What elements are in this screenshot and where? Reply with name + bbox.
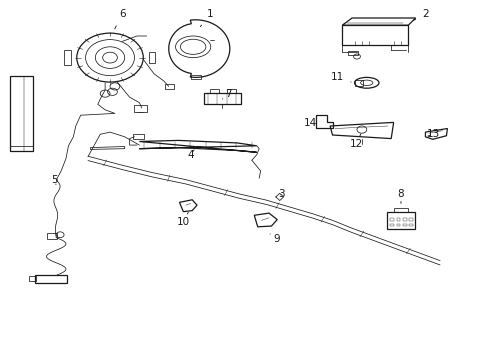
Text: 5: 5: [51, 175, 58, 185]
Bar: [396, 218, 400, 221]
Bar: [29, 276, 36, 281]
Text: 1: 1: [200, 9, 213, 27]
Text: 14: 14: [303, 118, 317, 128]
Bar: [35, 275, 67, 283]
Text: 6: 6: [115, 9, 125, 29]
Bar: [10, 146, 33, 151]
Text: 9: 9: [269, 234, 279, 244]
Text: 12: 12: [348, 134, 362, 149]
Text: 7: 7: [222, 89, 232, 99]
Text: 2: 2: [412, 9, 428, 21]
Bar: [408, 224, 412, 226]
Bar: [47, 233, 57, 239]
Bar: [389, 224, 393, 226]
Bar: [164, 84, 173, 89]
Bar: [386, 212, 414, 229]
Bar: [190, 75, 201, 79]
Text: 4: 4: [187, 150, 194, 160]
Bar: [393, 208, 407, 212]
Bar: [402, 218, 406, 221]
Text: 3: 3: [277, 189, 284, 199]
Bar: [134, 105, 146, 112]
Bar: [227, 89, 236, 93]
Bar: [354, 80, 363, 86]
Bar: [408, 218, 412, 221]
Bar: [402, 224, 406, 226]
Text: 10: 10: [176, 212, 189, 227]
Bar: [203, 93, 241, 104]
Bar: [347, 51, 357, 55]
Bar: [10, 76, 33, 151]
Text: 8: 8: [397, 189, 404, 203]
Text: 13: 13: [426, 129, 440, 139]
Bar: [210, 89, 219, 93]
Bar: [396, 224, 400, 226]
Text: 11: 11: [330, 72, 350, 82]
Bar: [389, 218, 393, 221]
